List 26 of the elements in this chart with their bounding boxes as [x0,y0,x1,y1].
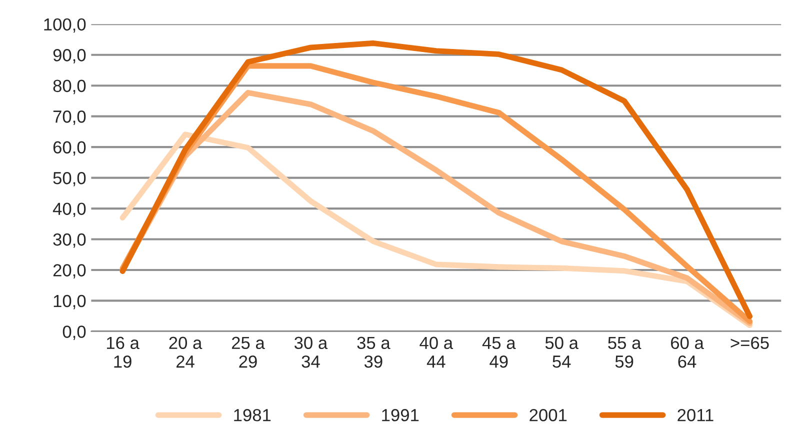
legend-label: 1981 [234,408,271,422]
y-tick-label: 70,0 [53,110,86,125]
x-tick-label: 20 a 24 [169,336,202,368]
y-tick-label: 60,0 [53,141,86,156]
x-tick-label: 30 a 34 [294,336,328,368]
y-tick-label: 0,0 [62,326,86,340]
y-tick-label: 90,0 [53,49,86,64]
y-tick-label: 20,0 [53,264,86,278]
x-tick-label: 55 a 59 [608,336,642,368]
y-tick-label: 100,0 [44,18,86,33]
y-tick-label: 10,0 [54,294,86,310]
y-tick-label: 80,0 [53,80,86,94]
legend-label: 1991 [382,408,419,422]
x-tick-label: 40 a 44 [420,336,454,368]
x-tick-label: 16 a 19 [106,336,140,368]
x-tick-label: 50 a 54 [545,336,578,368]
legend-label: 2001 [530,408,567,422]
x-tick-label: 45 a 49 [482,336,516,368]
y-tick-label: 40,0 [52,202,86,218]
x-tick-label: 25 a 29 [232,336,265,368]
x-tick-label: 35 a 39 [357,336,390,368]
y-tick-label: 50,0 [53,172,86,186]
legend-label: 2011 [678,408,714,422]
y-tick-label: 30,0 [53,233,86,248]
x-tick-label: >=65 [730,336,769,350]
x-tick-label: 60 a 64 [671,336,704,368]
